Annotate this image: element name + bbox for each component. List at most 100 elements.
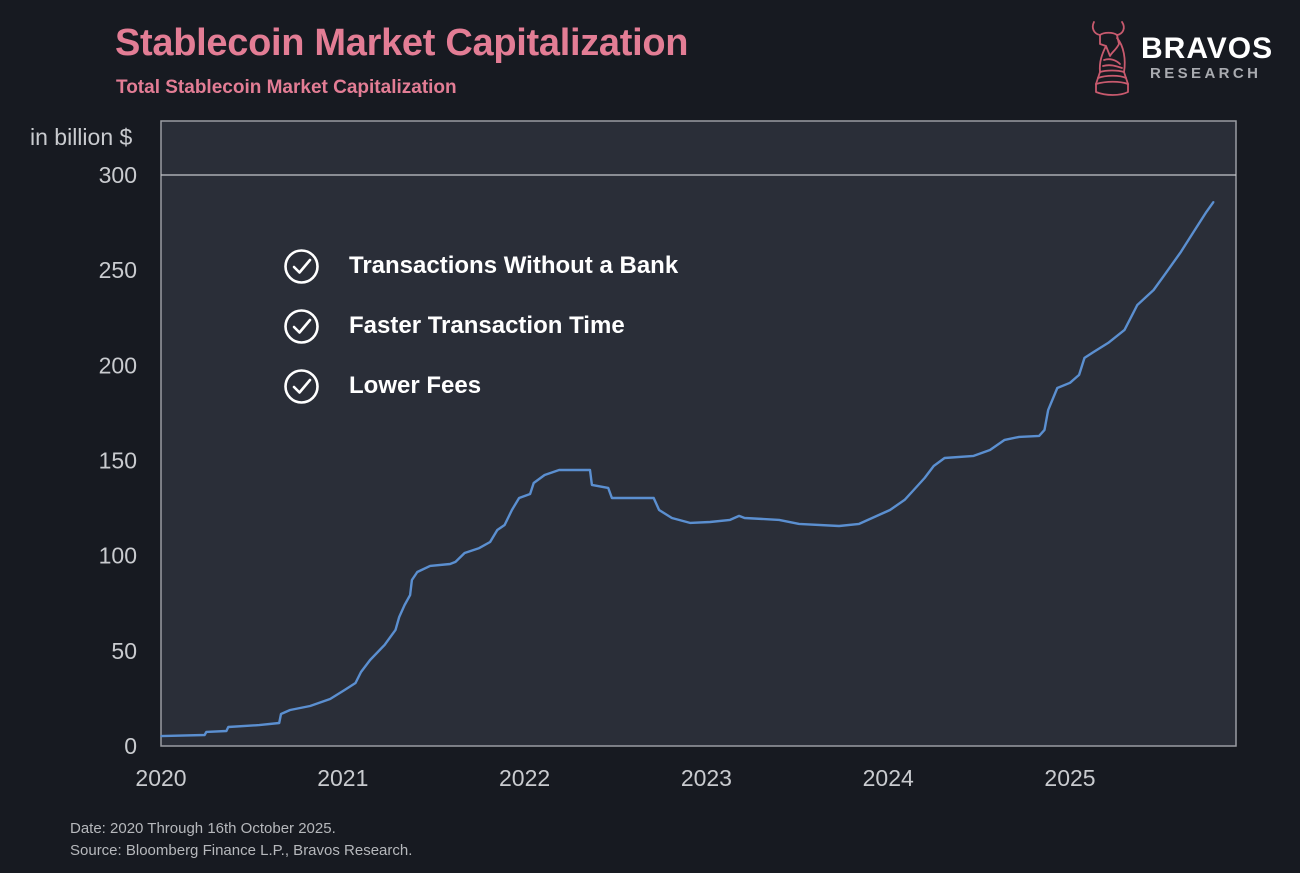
data-point: [1092, 351, 1095, 353]
data-point: [689, 522, 691, 524]
data-point: [658, 509, 660, 511]
benefit-label: Transactions Without a Bank: [349, 252, 679, 279]
data-point: [278, 722, 281, 724]
data-point: [932, 465, 935, 467]
data-point: [354, 682, 357, 684]
x-tick-label: 2020: [135, 765, 186, 791]
data-point: [160, 735, 162, 737]
data-point: [709, 521, 711, 523]
data-point: [729, 519, 731, 521]
data-point: [503, 524, 506, 526]
check-circle-icon: [284, 368, 319, 404]
data-point: [1018, 436, 1020, 438]
data-point: [1047, 409, 1049, 411]
data-point: [429, 565, 431, 567]
data-point: [1038, 435, 1040, 437]
data-point: [411, 579, 413, 581]
data-point: [903, 499, 906, 501]
footnote-date: Date: 2020 Through 16th October 2025.: [70, 820, 336, 837]
data-point: [394, 629, 397, 631]
data-point: [1180, 251, 1182, 253]
data-point: [225, 730, 228, 732]
y-tick-label: 250: [99, 257, 137, 283]
data-point: [738, 515, 740, 517]
x-tick-label: 2023: [681, 765, 732, 791]
data-point: [1107, 342, 1109, 344]
data-point: [1056, 387, 1059, 389]
check-circle-icon: [284, 248, 319, 284]
y-tick-label: 200: [99, 352, 137, 378]
data-point: [878, 514, 880, 516]
check-circle-icon: [284, 308, 319, 344]
data-point: [360, 671, 362, 673]
data-point: [1069, 382, 1071, 384]
bull-chess-knight-icon: [1091, 21, 1129, 96]
benefits-list: Transactions Without a Bank Faster Trans…: [283, 236, 678, 416]
benefit-item: Transactions Without a Bank: [283, 236, 678, 296]
data-point: [329, 698, 331, 700]
data-point: [589, 469, 591, 471]
benefit-item: Lower Fees: [283, 356, 678, 416]
data-point: [463, 552, 466, 554]
data-point: [518, 497, 520, 499]
data-point: [858, 523, 860, 525]
data-point: [743, 517, 746, 519]
data-point: [923, 477, 926, 479]
plot-area: [160, 120, 1237, 747]
data-point: [972, 455, 975, 457]
x-tick-label: 2024: [863, 765, 914, 791]
data-point: [280, 713, 282, 715]
data-point: [1205, 211, 1208, 213]
data-point: [383, 644, 386, 646]
data-point: [558, 469, 560, 471]
brand-logo: BRAVOS RESEARCH: [1086, 16, 1286, 102]
data-point: [1192, 231, 1195, 233]
data-point: [369, 659, 371, 661]
benefit-label: Faster Transaction Time: [349, 312, 625, 339]
data-point: [309, 705, 311, 707]
data-point: [1163, 274, 1166, 276]
brand-tagline: RESEARCH: [1150, 65, 1262, 82]
data-point: [1043, 429, 1046, 431]
data-point: [838, 525, 840, 527]
data-point: [778, 519, 780, 521]
data-point: [409, 594, 411, 596]
brand-name: BRAVOS: [1141, 32, 1274, 65]
data-point: [912, 489, 915, 491]
data-point: [449, 563, 451, 565]
chart-title: Stablecoin Market Capitalization: [115, 22, 689, 64]
data-point: [478, 547, 481, 549]
data-point: [205, 731, 208, 733]
data-point: [258, 724, 261, 726]
data-point: [289, 709, 291, 711]
data-point: [611, 497, 613, 499]
data-point: [1083, 357, 1086, 359]
data-point: [203, 734, 206, 736]
data-point: [532, 482, 535, 484]
data-point: [454, 561, 457, 563]
data-point: [1212, 201, 1215, 203]
data-point: [1152, 289, 1155, 291]
data-point: [989, 449, 991, 451]
data-point: [403, 604, 406, 606]
data-point: [591, 484, 593, 486]
data-point: [607, 487, 609, 489]
data-point: [398, 616, 401, 618]
benefit-label: Lower Fees: [349, 372, 482, 399]
data-point: [343, 689, 346, 691]
data-point: [889, 509, 891, 511]
y-tick-label: 50: [111, 638, 137, 664]
data-point: [529, 493, 531, 495]
y-tick-label: 150: [99, 448, 137, 474]
y-axis-unit-label: in billion $: [30, 124, 133, 150]
x-tick-label: 2021: [317, 765, 368, 791]
data-point: [511, 509, 513, 511]
data-point: [798, 523, 800, 525]
data-point: [943, 457, 946, 459]
data-point: [671, 517, 673, 519]
data-point: [543, 474, 546, 476]
data-point: [1123, 329, 1126, 331]
x-tick-label: 2022: [499, 765, 550, 791]
y-tick-label: 0: [124, 733, 137, 759]
